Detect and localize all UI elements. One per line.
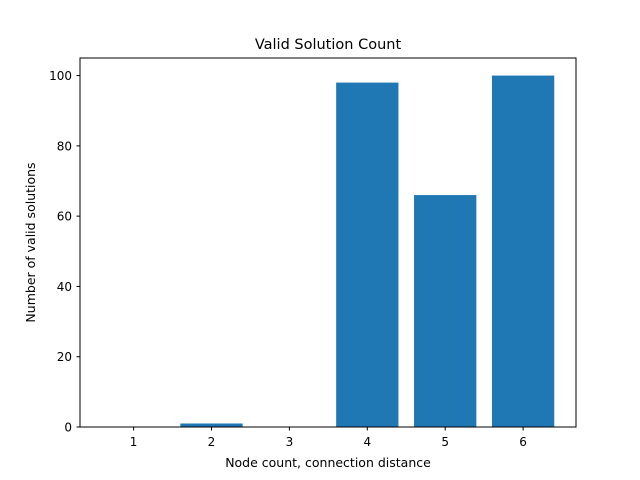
bar-2	[180, 423, 243, 427]
bar-5	[414, 195, 477, 427]
x-tick-label: 6	[519, 435, 527, 449]
x-tick-label: 1	[130, 435, 138, 449]
x-axis-label: Node count, connection distance	[225, 455, 431, 470]
y-tick-label: 40	[57, 280, 72, 294]
x-tick-label: 3	[286, 435, 294, 449]
y-tick-label: 0	[64, 421, 72, 435]
bar-4	[336, 82, 399, 427]
x-axis-ticks: 1 2 3 4 5 6	[130, 427, 527, 449]
y-axis-label: Number of valid solutions	[23, 162, 38, 322]
y-tick-label: 20	[57, 350, 72, 364]
x-tick-label: 5	[441, 435, 449, 449]
x-tick-label: 2	[208, 435, 216, 449]
chart-title: Valid Solution Count	[255, 37, 402, 53]
bar-6	[491, 75, 555, 427]
x-tick-label: 4	[363, 435, 371, 449]
bars-group	[180, 75, 555, 427]
y-tick-label: 60	[57, 210, 72, 224]
y-tick-label: 80	[57, 139, 72, 153]
plot-frame	[79, 57, 577, 428]
y-tick-label: 100	[49, 69, 72, 83]
y-axis-ticks: 0 20 40 60 80 100	[49, 69, 80, 435]
